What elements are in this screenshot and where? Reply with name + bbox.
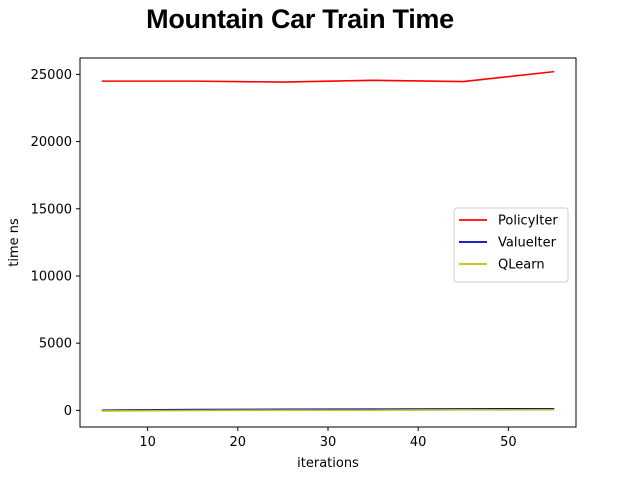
y-tick-label: 5000 xyxy=(39,337,72,352)
x-axis-ticks: 10 20 30 40 50 xyxy=(139,427,517,450)
x-axis-label: iterations xyxy=(297,456,359,471)
y-tick-label: 20000 xyxy=(31,135,72,150)
y-tick-label: 0 xyxy=(64,404,72,419)
legend-label-policyiter: PolicyIter xyxy=(498,214,558,229)
x-tick-label: 40 xyxy=(410,435,427,450)
y-tick-label: 15000 xyxy=(31,202,72,217)
legend: PolicyIter ValueIter QLearn xyxy=(453,207,569,283)
y-axis-ticks: 0 5000 10000 15000 20000 25000 xyxy=(31,68,80,419)
legend-label-valueiter: ValueIter xyxy=(498,236,557,251)
x-tick-label: 20 xyxy=(230,435,247,450)
y-tick-label: 25000 xyxy=(31,68,72,83)
x-tick-label: 50 xyxy=(500,435,517,450)
plot-frame xyxy=(79,57,577,428)
chart-title: Mountain Car Train Time xyxy=(146,4,454,34)
x-tick-label: 10 xyxy=(139,435,156,450)
legend-label-qlearn: QLearn xyxy=(498,258,545,273)
series-line-policyiter xyxy=(101,70,555,83)
x-tick-label: 30 xyxy=(320,435,337,450)
y-tick-label: 10000 xyxy=(31,269,72,284)
series-line-qlearn xyxy=(101,408,555,412)
series-layer xyxy=(101,70,555,412)
y-axis-label: time ns xyxy=(7,218,22,267)
